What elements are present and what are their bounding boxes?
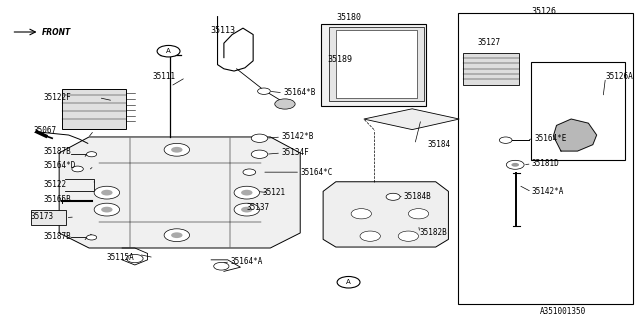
Text: 35126: 35126 [531, 7, 556, 16]
Circle shape [171, 232, 182, 238]
Text: A351001350: A351001350 [540, 307, 586, 316]
Text: 35122F: 35122F [44, 93, 71, 102]
Polygon shape [59, 137, 300, 248]
Circle shape [94, 203, 120, 216]
Text: 35164*B: 35164*B [283, 88, 316, 97]
Circle shape [258, 88, 270, 94]
Text: 35142*B: 35142*B [281, 132, 314, 141]
Polygon shape [364, 109, 460, 130]
Circle shape [234, 186, 259, 199]
Bar [321, 24, 426, 106]
Circle shape [252, 150, 268, 158]
Text: 35164*D: 35164*D [44, 161, 76, 170]
Circle shape [72, 166, 83, 172]
Circle shape [408, 209, 429, 219]
Text: 35184: 35184 [428, 140, 451, 149]
Bar [531, 62, 625, 160]
Circle shape [506, 160, 524, 169]
Circle shape [101, 190, 113, 196]
Text: 35184B: 35184B [404, 192, 431, 201]
Text: FRONT: FRONT [42, 28, 70, 36]
Bar [458, 13, 633, 304]
Text: 35181D: 35181D [532, 159, 559, 168]
Text: 35115A: 35115A [107, 253, 134, 262]
Text: 35134F: 35134F [281, 148, 309, 157]
Text: 35113: 35113 [210, 26, 235, 35]
Circle shape [164, 143, 189, 156]
Circle shape [101, 207, 113, 212]
Bar [31, 210, 65, 225]
Text: 35142*A: 35142*A [532, 188, 564, 196]
Circle shape [243, 169, 256, 175]
Circle shape [275, 99, 295, 109]
Bar [330, 27, 424, 101]
Circle shape [360, 231, 380, 241]
Text: A: A [166, 48, 171, 54]
Text: 35182B: 35182B [420, 228, 447, 237]
Circle shape [127, 254, 143, 263]
Text: 35180: 35180 [336, 13, 361, 22]
Text: 35164*C: 35164*C [300, 168, 333, 177]
Text: 35121: 35121 [262, 188, 285, 197]
Text: 35165B: 35165B [44, 195, 71, 204]
Text: 35173: 35173 [31, 212, 54, 221]
Circle shape [499, 137, 512, 143]
Text: 35187B: 35187B [44, 147, 71, 156]
Circle shape [86, 152, 97, 157]
Circle shape [337, 276, 360, 288]
Circle shape [241, 207, 253, 212]
Circle shape [234, 203, 259, 216]
Circle shape [214, 262, 229, 270]
Text: 35187B: 35187B [44, 232, 71, 241]
Text: 35067: 35067 [33, 126, 56, 135]
Polygon shape [323, 182, 449, 247]
Circle shape [94, 186, 120, 199]
Circle shape [157, 45, 180, 57]
Text: 35164*E: 35164*E [534, 134, 566, 143]
Text: 35137: 35137 [247, 203, 270, 212]
Bar [336, 30, 417, 98]
Text: 35111: 35111 [153, 72, 176, 81]
Text: 35122: 35122 [44, 180, 67, 189]
Bar [463, 53, 519, 85]
Text: 35127: 35127 [477, 38, 500, 47]
Circle shape [386, 193, 400, 200]
Circle shape [164, 229, 189, 242]
Circle shape [86, 235, 97, 240]
Circle shape [398, 231, 419, 241]
Polygon shape [554, 119, 596, 151]
Circle shape [252, 134, 268, 142]
Circle shape [351, 209, 371, 219]
Text: 35164*A: 35164*A [230, 257, 262, 266]
Circle shape [511, 163, 519, 167]
Circle shape [171, 147, 182, 153]
Polygon shape [62, 89, 126, 129]
Text: 35126A: 35126A [605, 72, 633, 81]
Circle shape [241, 190, 253, 196]
Text: A: A [346, 279, 351, 285]
Text: 35189: 35189 [328, 55, 353, 64]
